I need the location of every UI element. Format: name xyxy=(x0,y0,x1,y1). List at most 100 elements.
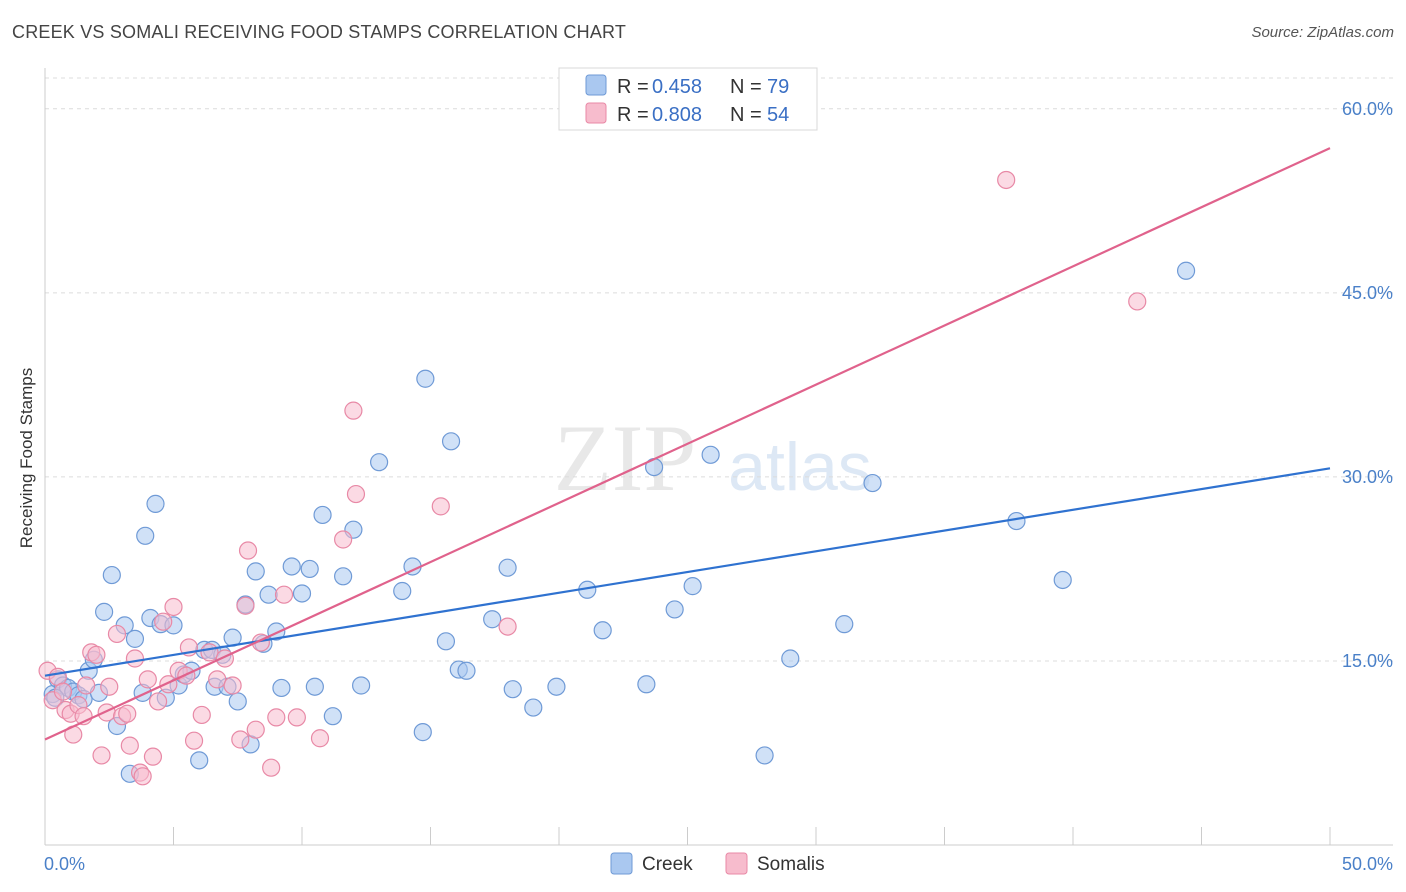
creek-point xyxy=(781,649,800,668)
creek-point xyxy=(334,567,353,586)
creek-point xyxy=(413,723,432,742)
somali-point xyxy=(148,692,168,711)
somali-trend-line xyxy=(44,147,1331,741)
somali-point xyxy=(184,731,204,750)
somali-point xyxy=(267,708,286,727)
somali-points xyxy=(38,170,1147,786)
creek-point xyxy=(292,584,312,603)
creek-point xyxy=(863,473,882,493)
creek-point xyxy=(1053,570,1072,590)
creek-point xyxy=(190,751,209,770)
creek-point xyxy=(300,559,319,579)
legend-somali-swatch xyxy=(585,102,607,124)
somali-point xyxy=(200,643,219,662)
somali-point xyxy=(100,677,119,696)
somali-point xyxy=(92,746,111,765)
somali-point xyxy=(154,612,173,631)
creek-point xyxy=(524,698,543,717)
somali-point xyxy=(997,170,1016,190)
creek-point xyxy=(835,615,854,634)
creek-point xyxy=(441,432,461,451)
creek-point xyxy=(370,453,389,472)
somali-point xyxy=(236,596,255,615)
legend-somali-r-value: 0.808 xyxy=(652,104,702,126)
creek-point xyxy=(246,562,265,581)
creek-point xyxy=(1007,511,1026,531)
legend-somali-n-value: 54 xyxy=(767,104,789,126)
y-tick-label: 45.0% xyxy=(1342,283,1393,303)
creek-point xyxy=(503,680,522,699)
somali-point xyxy=(262,758,281,777)
creek-point xyxy=(483,610,502,629)
somali-point xyxy=(53,682,73,701)
somali-point xyxy=(138,670,157,689)
creek-point xyxy=(637,675,656,694)
somali-point xyxy=(246,720,265,739)
somali-point xyxy=(334,530,353,549)
creek-point xyxy=(457,661,476,680)
bottom-legend-creek-label: Creek xyxy=(642,854,693,875)
creek-point xyxy=(102,565,121,585)
creek-point xyxy=(547,677,566,696)
somali-point xyxy=(498,617,517,636)
creek-point xyxy=(436,632,456,651)
legend-creek-n-label: N = xyxy=(730,76,762,98)
creek-point xyxy=(146,494,165,513)
somali-point xyxy=(223,676,242,695)
legend-creek-n-value: 79 xyxy=(767,76,789,98)
somali-point xyxy=(97,703,116,722)
creek-point xyxy=(282,557,301,576)
somali-point xyxy=(346,484,366,504)
somali-point xyxy=(120,736,139,755)
creek-point xyxy=(593,621,612,640)
watermark-atlas: atlas xyxy=(728,429,872,505)
somali-point xyxy=(238,541,258,560)
somali-point xyxy=(208,670,227,689)
x-tick-label-min: 0.0% xyxy=(44,854,85,874)
somali-point xyxy=(125,649,145,668)
somali-point xyxy=(310,729,330,748)
y-tick-label: 30.0% xyxy=(1342,467,1393,487)
somali-point xyxy=(344,401,363,420)
bottom-legend-somali-label: Somalis xyxy=(757,854,825,875)
somali-point xyxy=(133,767,152,786)
somali-point xyxy=(231,730,250,749)
creek-point xyxy=(683,577,702,596)
creek-point xyxy=(228,692,247,711)
creek-point xyxy=(665,600,684,619)
somali-point xyxy=(107,624,127,644)
creek-point xyxy=(755,746,774,765)
somali-point xyxy=(143,747,163,766)
legend-creek-r-label: R = xyxy=(617,76,649,98)
stats-legend: R = 0.458 N = 79 R = 0.808 N = 54 xyxy=(558,67,818,131)
chart-title: CREEK VS SOMALI RECEIVING FOOD STAMPS CO… xyxy=(12,22,627,42)
creek-point xyxy=(305,677,324,696)
somali-point xyxy=(287,708,306,727)
somali-point xyxy=(77,676,96,695)
creek-point xyxy=(498,558,517,577)
creek-point xyxy=(95,602,114,621)
somali-point xyxy=(87,645,106,664)
somali-point xyxy=(431,497,450,516)
somali-point xyxy=(177,666,196,685)
creek-point xyxy=(352,676,371,695)
somali-point xyxy=(274,585,294,604)
source-label: Source: ZipAtlas.com xyxy=(1251,24,1394,41)
somali-point xyxy=(118,704,137,723)
legend-creek-swatch xyxy=(585,74,607,96)
bottom-legend-somali-swatch xyxy=(725,852,748,875)
creek-point xyxy=(259,585,278,604)
creek-point xyxy=(1176,261,1196,280)
axes xyxy=(44,68,1393,846)
trend-lines xyxy=(44,147,1331,741)
series-legend: Creek Somalis xyxy=(610,852,825,875)
creek-point xyxy=(323,707,342,726)
creek-point xyxy=(393,581,412,601)
creek-point xyxy=(272,678,291,698)
somali-point xyxy=(192,705,211,725)
y-tick-labels: 15.0% 30.0% 45.0% 60.0% xyxy=(1342,99,1393,671)
legend-somali-r-label: R = xyxy=(617,104,649,126)
y-axis-title: Receiving Food Stamps xyxy=(17,368,36,548)
legend-creek-r-value: 0.458 xyxy=(652,76,702,98)
